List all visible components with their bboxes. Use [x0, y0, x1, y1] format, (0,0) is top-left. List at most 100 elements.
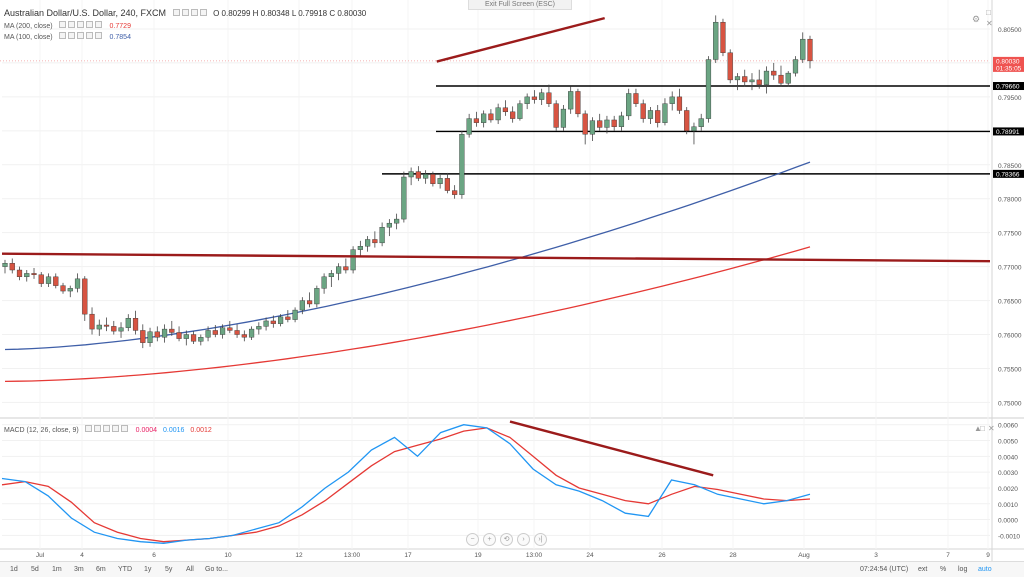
candle-down — [285, 316, 291, 320]
zoom-in-button[interactable]: + — [483, 533, 496, 546]
price-tick-label: 0.78500 — [998, 163, 1022, 170]
exit-full-screen-button[interactable]: Exit Full Screen (ESC) — [468, 0, 572, 10]
macd-tick-label: 0.0020 — [998, 486, 1018, 493]
timeframe-1m[interactable]: 1m — [52, 566, 62, 573]
candle-down — [488, 113, 494, 121]
time-tick-label: Aug — [798, 552, 810, 559]
price-tick-label: 0.80500 — [998, 27, 1022, 34]
macd-legend[interactable]: MACD (12, 26, close, 9) 0.0004 0.0016 0.… — [4, 425, 212, 435]
candle-down — [720, 21, 726, 53]
candle-up — [2, 263, 8, 267]
candle-up — [560, 108, 567, 128]
candle-up — [219, 327, 226, 335]
candle-down — [31, 273, 37, 275]
ext-hours-toggle[interactable]: ext — [918, 566, 928, 573]
timeframe-5y[interactable]: 5y — [165, 566, 173, 573]
goto-date-button[interactable]: Go to... — [205, 566, 228, 573]
log-scale-toggle[interactable]: log — [958, 566, 968, 573]
candle-down — [372, 239, 378, 244]
symbol-title: Australian Dollar/U.S. Dollar, 240, FXCM — [4, 8, 167, 18]
timeframe-3m[interactable]: 3m — [74, 566, 84, 573]
price-label-box — [993, 169, 1024, 178]
candle-up — [379, 227, 385, 244]
timeframe-6m[interactable]: 6m — [96, 566, 106, 573]
macd-tick-label: 0.0040 — [998, 454, 1018, 461]
price-label-text: 0.80030 — [996, 58, 1020, 65]
candle-down — [676, 96, 683, 111]
utc-clock: 07:24:54 (UTC) — [860, 566, 909, 573]
scroll-to-end-button[interactable]: ›| — [534, 533, 547, 546]
candle-up — [589, 120, 596, 135]
candle-down — [140, 330, 146, 343]
macd-tick-label: 0.0000 — [998, 518, 1018, 525]
candle-down — [655, 110, 661, 123]
auto-scale-toggle[interactable]: auto — [978, 566, 992, 573]
close-pane-icon[interactable]: ✕ — [986, 19, 993, 28]
price-label-box — [993, 82, 1024, 91]
candle-down — [553, 103, 559, 128]
time-tick-label: 9 — [986, 552, 990, 559]
scroll-right-button[interactable]: › — [517, 533, 530, 546]
price-tick-label: 0.75000 — [998, 400, 1022, 407]
settings-gear-icon[interactable]: ⚙ — [972, 14, 981, 24]
candle-down — [727, 52, 733, 81]
time-tick-label: 10 — [224, 552, 232, 559]
candle-up — [524, 96, 530, 104]
candle-down — [582, 113, 588, 135]
price-tick-label: 0.76500 — [998, 299, 1022, 306]
chart-symbol-header: Australian Dollar/U.S. Dollar, 240, FXCM… — [4, 8, 366, 19]
candle-up — [604, 119, 610, 128]
zoom-out-button[interactable]: − — [466, 533, 479, 546]
time-tick-label: 28 — [729, 552, 737, 559]
candle-up — [394, 218, 400, 224]
price-label-box — [993, 127, 1024, 136]
indicator-ma100[interactable]: MA (100, close) 0.7854 — [4, 32, 131, 42]
indicator-action-icons[interactable] — [58, 32, 104, 42]
indicator-action-icons[interactable] — [58, 21, 104, 31]
timeframe-5d[interactable]: 5d — [31, 566, 39, 573]
candle-down — [270, 320, 276, 324]
candle-up — [517, 103, 523, 119]
ohlc-values: O 0.80299 H 0.80348 L 0.79918 C 0.80030 — [213, 9, 367, 18]
header-action-icons[interactable] — [172, 8, 209, 19]
macd-close-icon[interactable]: ✕ — [988, 424, 995, 433]
candle-up — [292, 309, 298, 320]
candle-down — [234, 330, 240, 335]
indicator-label: MA (200, close) — [4, 22, 53, 30]
candle-up — [401, 176, 407, 220]
candle-up — [24, 273, 30, 278]
reset-chart-button[interactable]: ⟲ — [500, 533, 513, 546]
percent-scale-toggle[interactable]: % — [940, 566, 947, 573]
macd-up-icon[interactable]: ▲ — [974, 424, 982, 433]
timeframe-1d[interactable]: 1d — [10, 566, 18, 573]
candle-up — [785, 72, 791, 84]
macd-maximize-icon[interactable]: □ — [980, 424, 985, 433]
timeframe-1y[interactable]: 1y — [144, 566, 152, 573]
candle-up — [662, 103, 668, 123]
candle-up — [792, 59, 799, 74]
candle-up — [118, 327, 124, 332]
price-tick-label: 0.77500 — [998, 231, 1022, 238]
macd-tick-label: -0.0010 — [998, 533, 1020, 540]
macd-label: MACD (12, 26, close, 9) — [4, 426, 79, 434]
timeframe-all[interactable]: All — [186, 566, 194, 573]
candle-down — [89, 313, 95, 330]
maximize-icon[interactable]: □ — [986, 8, 991, 17]
candle-down — [103, 324, 110, 327]
time-tick-label: 17 — [404, 552, 412, 559]
candle-up — [459, 134, 465, 195]
candle-down — [502, 107, 509, 113]
timeframe-ytd[interactable]: YTD — [118, 566, 132, 573]
price-tick-label: 0.78000 — [998, 197, 1022, 204]
macd-tick-label: 0.0030 — [998, 470, 1018, 477]
candle-down — [756, 79, 762, 85]
indicator-ma200[interactable]: MA (200, close) 0.7729 — [4, 21, 131, 31]
macd-action-icons[interactable] — [84, 425, 130, 435]
candle-down — [807, 38, 813, 62]
candle-up — [336, 266, 342, 274]
price-label-box — [993, 56, 1024, 72]
candle-down — [212, 330, 218, 335]
time-tick-label: 12 — [295, 552, 303, 559]
candle-up — [568, 91, 574, 110]
